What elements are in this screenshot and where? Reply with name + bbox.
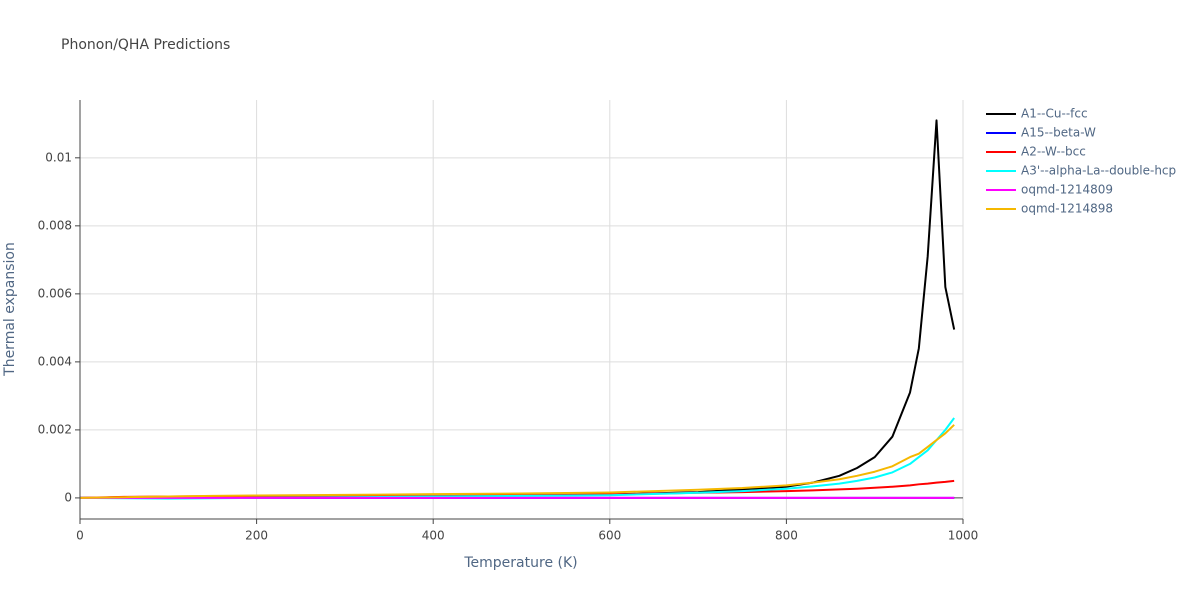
- y-tick-label: 0: [64, 490, 72, 504]
- y-tick-label: 0.01: [45, 150, 72, 164]
- legend-label: A15--beta-W: [1021, 126, 1096, 140]
- axes: 0 200 400 600 800 1000 0 0.002 0.004 0.006 0.008 0.…: [38, 100, 979, 543]
- grid: [79, 100, 964, 519]
- legend-label: A1--Cu--fcc: [1021, 107, 1088, 121]
- legend-label: A2--W--bcc: [1021, 145, 1086, 159]
- chart-title: Phonon/QHA Predictions: [61, 37, 230, 53]
- plot-lines: [79, 119, 956, 500]
- legend-label: A3'--alpha-La--double-hcp: [1021, 164, 1176, 178]
- x-tick-label: 1000: [948, 529, 979, 543]
- x-tick-label: 800: [775, 529, 798, 543]
- legend-label: oqmd-1214809: [1021, 183, 1113, 197]
- series-line: [79, 424, 955, 499]
- x-tick-label: 600: [598, 529, 621, 543]
- x-tick-label: 400: [422, 529, 445, 543]
- series-line: [79, 119, 956, 499]
- y-axis-title: Thermal expansion: [2, 242, 18, 377]
- legend: A1--Cu--fcc A15--beta-W A2--W--bcc A3'--alp…: [986, 107, 1176, 216]
- y-tick-label: 0.008: [38, 218, 72, 232]
- x-axis-title: Temperature (K): [463, 555, 577, 571]
- y-tick-label: 0.002: [38, 422, 72, 436]
- y-tick-label: 0.004: [38, 354, 72, 368]
- legend-label: oqmd-1214898: [1021, 202, 1113, 216]
- x-tick-label: 200: [245, 529, 268, 543]
- y-tick-label: 0.006: [38, 286, 72, 300]
- x-tick-label: 0: [76, 529, 84, 543]
